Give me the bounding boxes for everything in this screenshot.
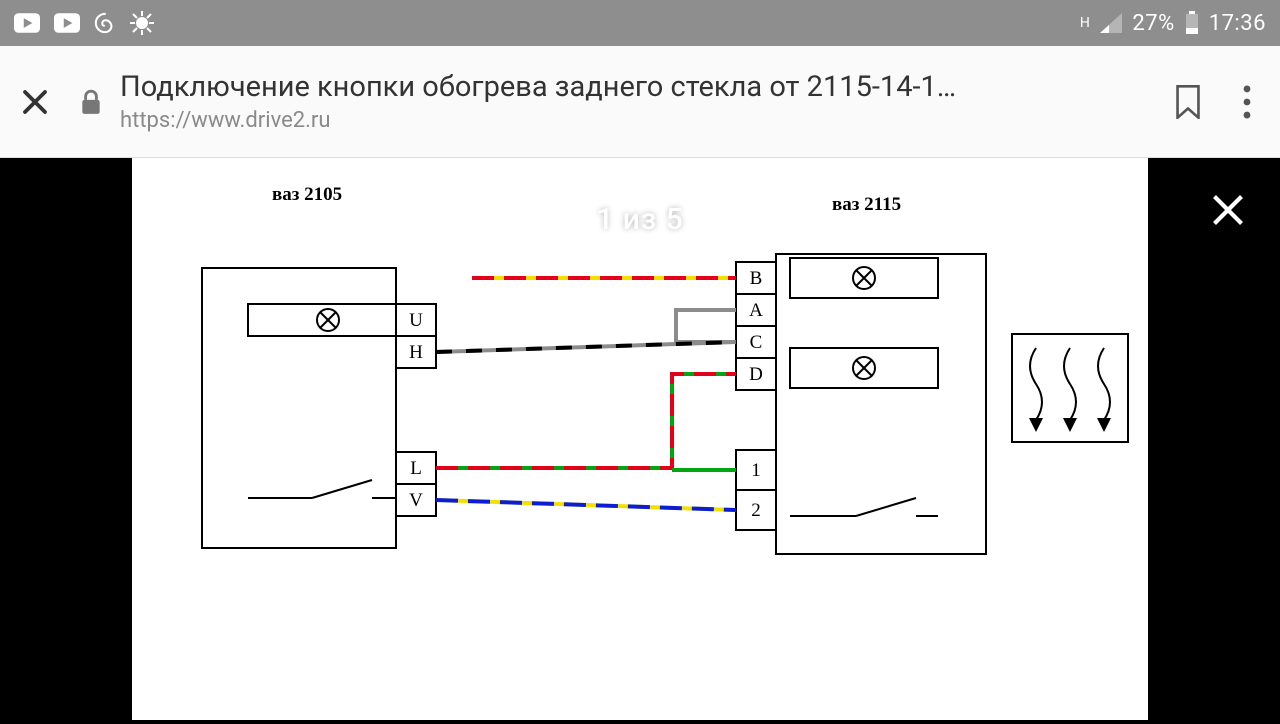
svg-text:H: H: [409, 342, 423, 363]
status-right: H 27% 17:36: [1080, 11, 1266, 36]
close-icon[interactable]: [1210, 192, 1246, 228]
network-type: H: [1080, 15, 1091, 31]
antivirus-icon: [130, 11, 154, 35]
svg-text:ваз 2105: ваз 2105: [272, 184, 342, 205]
svg-text:L: L: [410, 458, 422, 479]
title-block: Подключение кнопки обогрева заднего стек…: [120, 70, 1156, 133]
svg-text:A: A: [749, 300, 763, 321]
bookmark-icon[interactable]: [1174, 85, 1202, 119]
close-tab-icon[interactable]: [20, 87, 50, 117]
svg-text:D: D: [749, 364, 763, 385]
browser-bar: Подключение кнопки обогрева заднего стек…: [0, 46, 1280, 158]
battery-icon: [1185, 11, 1199, 35]
status-bar: H 27% 17:36: [0, 0, 1280, 46]
svg-text:V: V: [409, 490, 423, 511]
signal-icon: [1100, 13, 1122, 33]
battery-pct: 27%: [1132, 11, 1174, 36]
lock-icon: [80, 89, 102, 115]
spiral-icon: [94, 12, 116, 34]
svg-text:C: C: [750, 332, 763, 353]
youtube-icon-2: [54, 13, 80, 33]
diagram-image: UH LV BACD 1 2 ваз 2105 ваз 2115: [132, 158, 1148, 720]
page-title: Подключение кнопки обогрева заднего стек…: [120, 70, 1156, 104]
page-url: https://www.drive2.ru: [120, 108, 1156, 133]
image-viewer[interactable]: 1 из 5 UH LV BACD 1 2 ваз 2105 ваз 2115: [0, 158, 1280, 720]
svg-text:B: B: [750, 268, 763, 289]
image-counter: 1 из 5: [596, 202, 684, 237]
status-left: [14, 11, 154, 35]
svg-text:1: 1: [751, 460, 761, 481]
svg-text:ваз 2115: ваз 2115: [832, 194, 901, 215]
youtube-icon: [14, 13, 40, 33]
wiring-diagram: UH LV BACD 1 2 ваз 2105 ваз 2115: [132, 158, 1148, 720]
clock: 17:36: [1209, 11, 1266, 36]
menu-dots-icon[interactable]: [1242, 85, 1252, 119]
svg-text:U: U: [409, 310, 423, 331]
svg-text:2: 2: [751, 500, 761, 521]
